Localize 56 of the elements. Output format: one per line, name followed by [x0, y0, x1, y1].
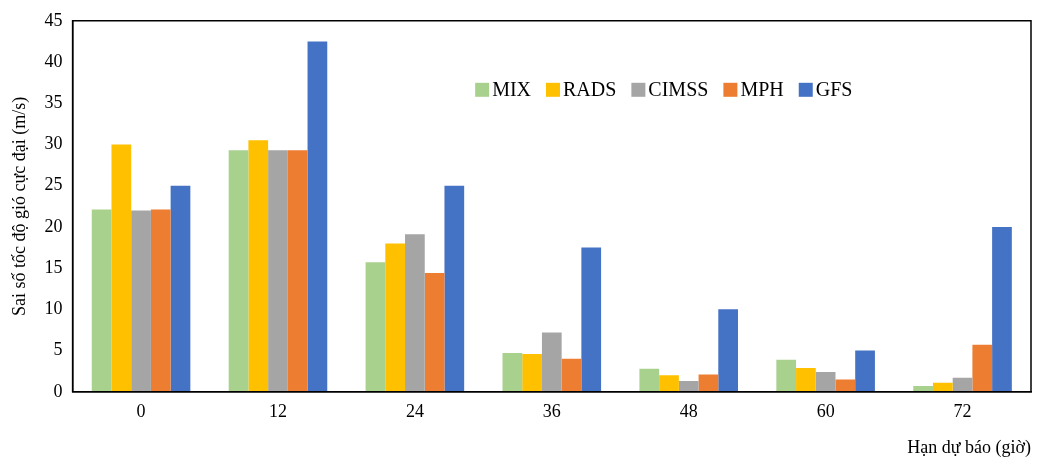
y-tick-label: 5 — [53, 339, 63, 360]
bar — [287, 150, 308, 392]
bar — [718, 309, 738, 392]
bar — [541, 332, 562, 392]
bar — [150, 209, 171, 392]
x-tick-label: 12 — [268, 401, 287, 422]
bar — [444, 185, 465, 392]
bar — [835, 379, 856, 392]
y-tick-label: 30 — [44, 133, 63, 154]
y-tick-label: 35 — [44, 91, 63, 112]
y-tick-label: 45 — [44, 9, 63, 30]
x-tick-label: 36 — [542, 401, 561, 422]
bar — [111, 144, 132, 392]
bar — [170, 185, 191, 392]
x-tick-label: 60 — [816, 401, 835, 422]
bar — [307, 41, 328, 392]
y-axis-title: Sai số tốc độ gió cực đại (m/s) — [8, 96, 30, 316]
y-tick-label: 25 — [44, 174, 63, 195]
bar — [581, 247, 602, 392]
y-tick-label: 40 — [44, 50, 63, 71]
bar — [776, 359, 797, 392]
y-tick-label: 20 — [44, 215, 63, 236]
y-tick-label: 10 — [44, 298, 63, 319]
bar — [698, 374, 719, 392]
bar — [972, 344, 993, 392]
bar — [992, 226, 1012, 392]
bar — [424, 273, 445, 392]
bar — [659, 375, 679, 392]
bar — [502, 353, 523, 392]
x-tick-label: 24 — [405, 401, 424, 422]
bar — [561, 358, 582, 392]
bar — [365, 262, 386, 392]
bar — [522, 353, 542, 392]
x-tick-label: 0 — [136, 401, 146, 422]
bar — [228, 150, 249, 392]
x-tick-label: 72 — [953, 401, 972, 422]
legend-label: RADS — [563, 78, 617, 101]
bar — [91, 209, 112, 392]
bar — [855, 350, 875, 392]
bar — [639, 368, 660, 392]
legend-label: MIX — [492, 78, 532, 101]
bar — [796, 367, 816, 392]
x-axis-title: Hạn dự báo (giờ) — [907, 436, 1031, 458]
legend-label: GFS — [815, 78, 853, 101]
bar — [268, 150, 288, 392]
y-tick-label: 0 — [53, 380, 63, 401]
bar — [678, 381, 699, 392]
bar — [815, 372, 836, 392]
bar — [131, 210, 151, 392]
bar — [248, 140, 269, 392]
y-tick-label: 15 — [44, 256, 63, 277]
bar — [385, 243, 406, 392]
x-tick-label: 48 — [679, 401, 698, 422]
legend-label: CIMSS — [648, 78, 709, 101]
bar — [405, 234, 425, 392]
legend-label: MPH — [740, 78, 784, 101]
